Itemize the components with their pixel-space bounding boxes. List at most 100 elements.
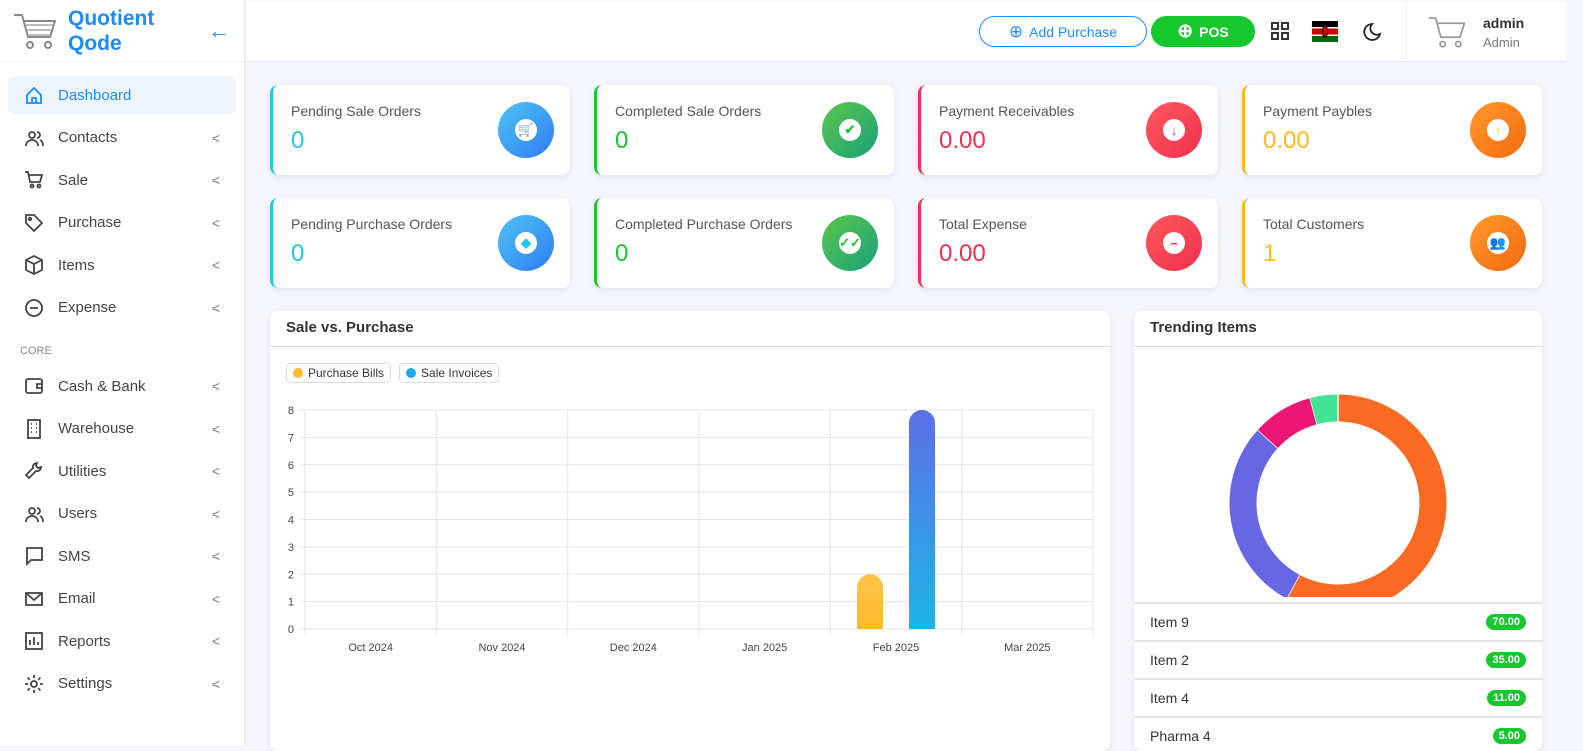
brand: Quotient Qode ← (0, 0, 244, 62)
item-name: Item 4 (1150, 690, 1189, 706)
message-icon (26, 547, 43, 566)
sidebar-item-label: Utilities (58, 462, 107, 480)
panel-title: Trending Items (1134, 311, 1542, 347)
x-tick-label: Mar 2025 (1004, 642, 1050, 654)
y-tick-label: 7 (288, 432, 294, 444)
y-tick-label: 8 (288, 405, 294, 417)
y-tick-label: 3 (288, 542, 294, 554)
legend-item[interactable]: Sale Invoices (399, 363, 500, 383)
x-tick-label: Feb 2025 (873, 642, 919, 654)
add-purchase-button[interactable]: ⊕ Add Purchase (979, 16, 1147, 47)
apps-grid-icon[interactable] (1271, 22, 1289, 40)
stat-card[interactable]: Payment Receivables 0.00 ↓ (918, 85, 1218, 175)
stat-value: 0 (291, 127, 305, 154)
trending-items-panel: Trending Items Item 9 70.00 Item 2 35.00 Ite… (1134, 311, 1542, 751)
pos-button[interactable]: ⊕ POS (1151, 16, 1255, 47)
stat-card[interactable]: Total Expense 0.00 − (918, 198, 1218, 288)
list-item[interactable]: Item 4 11.00 (1134, 678, 1542, 716)
cart-icon: 🛒 (498, 102, 554, 158)
slice-divider (1256, 428, 1279, 449)
sidebar-item-cash-bank[interactable]: Cash & Bank < (8, 367, 236, 405)
users-icon: 👥 (1470, 215, 1526, 271)
stat-value: 1 (1263, 240, 1277, 267)
stat-value: 0.00 (1263, 127, 1310, 154)
chevron-left-icon: < (211, 129, 220, 146)
sidebar-item-reports[interactable]: Reports < (8, 622, 236, 660)
list-item[interactable]: Item 9 70.00 (1134, 602, 1542, 640)
stat-value: 0 (615, 240, 629, 267)
plus-circle-icon: ⊕ (1008, 21, 1024, 41)
legend-item[interactable]: Purchase Bills (286, 363, 392, 383)
stat-card[interactable]: Completed Sale Orders 0 ✔ (594, 85, 894, 175)
donut-chart (1229, 394, 1447, 612)
bar-purchase-bills[interactable] (857, 574, 883, 629)
stat-title: Completed Purchase Orders (615, 216, 793, 232)
chevron-left-icon: < (211, 590, 220, 607)
stat-title: Pending Purchase Orders (291, 216, 453, 232)
item-badge: 5.00 (1492, 728, 1526, 744)
chevron-left-icon: < (211, 420, 220, 437)
chevron-left-icon: < (211, 505, 220, 522)
sale-vs-purchase-panel: Sale vs. Purchase Purchase Bills Sale Inv… (270, 311, 1110, 751)
gear-icon (25, 674, 43, 693)
donut-slice[interactable] (1310, 394, 1339, 425)
stat-value: 0.00 (939, 127, 986, 154)
y-tick-label: 2 (288, 569, 294, 581)
donut-slice[interactable] (1286, 394, 1447, 612)
box-icon (25, 255, 43, 275)
sidebar-item-sale[interactable]: Sale < (8, 161, 236, 199)
sidebar-item-items[interactable]: Items < (8, 246, 236, 284)
sidebar-item-label: Cash & Bank (58, 377, 146, 395)
sidebar-item-utilities[interactable]: Utilities < (8, 452, 236, 490)
check-circle-icon: ✔ (822, 102, 878, 158)
stat-card[interactable]: Total Customers 1 👥 (1242, 198, 1542, 288)
tag-icon: ◆ (498, 215, 554, 271)
donut-slice[interactable] (1229, 429, 1300, 599)
sidebar-item-settings[interactable]: Settings < (8, 665, 236, 703)
chevron-left-icon: < (211, 214, 220, 231)
minus-circle-icon: − (1146, 215, 1202, 271)
chevron-left-icon: < (211, 378, 220, 394)
sidebar-item-label: Users (58, 505, 98, 522)
dark-mode-moon-icon[interactable] (1362, 22, 1382, 42)
sidebar-item-label: Sale (58, 171, 89, 189)
user-menu[interactable]: admin Admin (1406, 2, 1566, 62)
item-badge: 35.00 (1486, 652, 1526, 668)
sidebar-item-sms[interactable]: SMS < (8, 537, 236, 575)
mail-icon (25, 591, 43, 606)
item-badge: 70.00 (1486, 614, 1526, 630)
minus-circle-icon (25, 298, 43, 317)
chevron-left-icon: < (211, 257, 220, 273)
x-tick-label: Nov 2024 (478, 642, 525, 654)
stat-title: Pending Sale Orders (291, 103, 421, 119)
y-tick-label: 1 (288, 597, 294, 609)
sidebar-item-label: Warehouse (58, 420, 135, 437)
sidebar-item-users[interactable]: Users < (8, 495, 236, 533)
collapse-sidebar-icon[interactable]: ← (208, 17, 230, 43)
stat-card[interactable]: Pending Purchase Orders 0 ◆ (270, 198, 570, 288)
sidebar-item-label: Items (58, 256, 95, 274)
list-item[interactable]: Item 2 35.00 (1134, 640, 1542, 678)
x-tick-label: Dec 2024 (610, 642, 657, 654)
stat-title: Total Customers (1263, 216, 1365, 232)
sidebar-item-expense[interactable]: Expense < (8, 289, 236, 327)
bar-sale-invoices[interactable] (909, 410, 935, 629)
stat-card[interactable]: Completed Purchase Orders 0 ✓✓ (594, 198, 894, 288)
stat-title: Completed Sale Orders (615, 103, 762, 119)
y-tick-label: 0 (288, 624, 294, 636)
sidebar-item-warehouse[interactable]: Warehouse < (8, 410, 236, 448)
sidebar-item-label: Purchase (58, 214, 122, 231)
chevron-left-icon: < (211, 463, 220, 479)
donut-slice[interactable] (1257, 398, 1318, 449)
sidebar-item-dashboard[interactable]: Dashboard (8, 76, 236, 114)
sidebar-item-purchase[interactable]: Purchase < (8, 204, 236, 242)
sidebar-item-email[interactable]: Email < (8, 580, 236, 618)
chart-icon (25, 632, 43, 650)
users-icon (25, 506, 44, 522)
stat-card[interactable]: Payment Paybles 0.00 ↑ (1242, 85, 1542, 175)
stat-card[interactable]: Pending Sale Orders 0 🛒 (270, 85, 570, 175)
bar-chart: 0 1 2 3 4 5 6 7 8 Oct 2024 Nov 2024 Dec 2024 Jan 202… (288, 405, 1094, 654)
kenya-flag-icon[interactable] (1312, 21, 1338, 42)
list-item[interactable]: Pharma 4 5.00 (1134, 716, 1542, 751)
sidebar-item-contacts[interactable]: Contacts < (8, 119, 236, 157)
